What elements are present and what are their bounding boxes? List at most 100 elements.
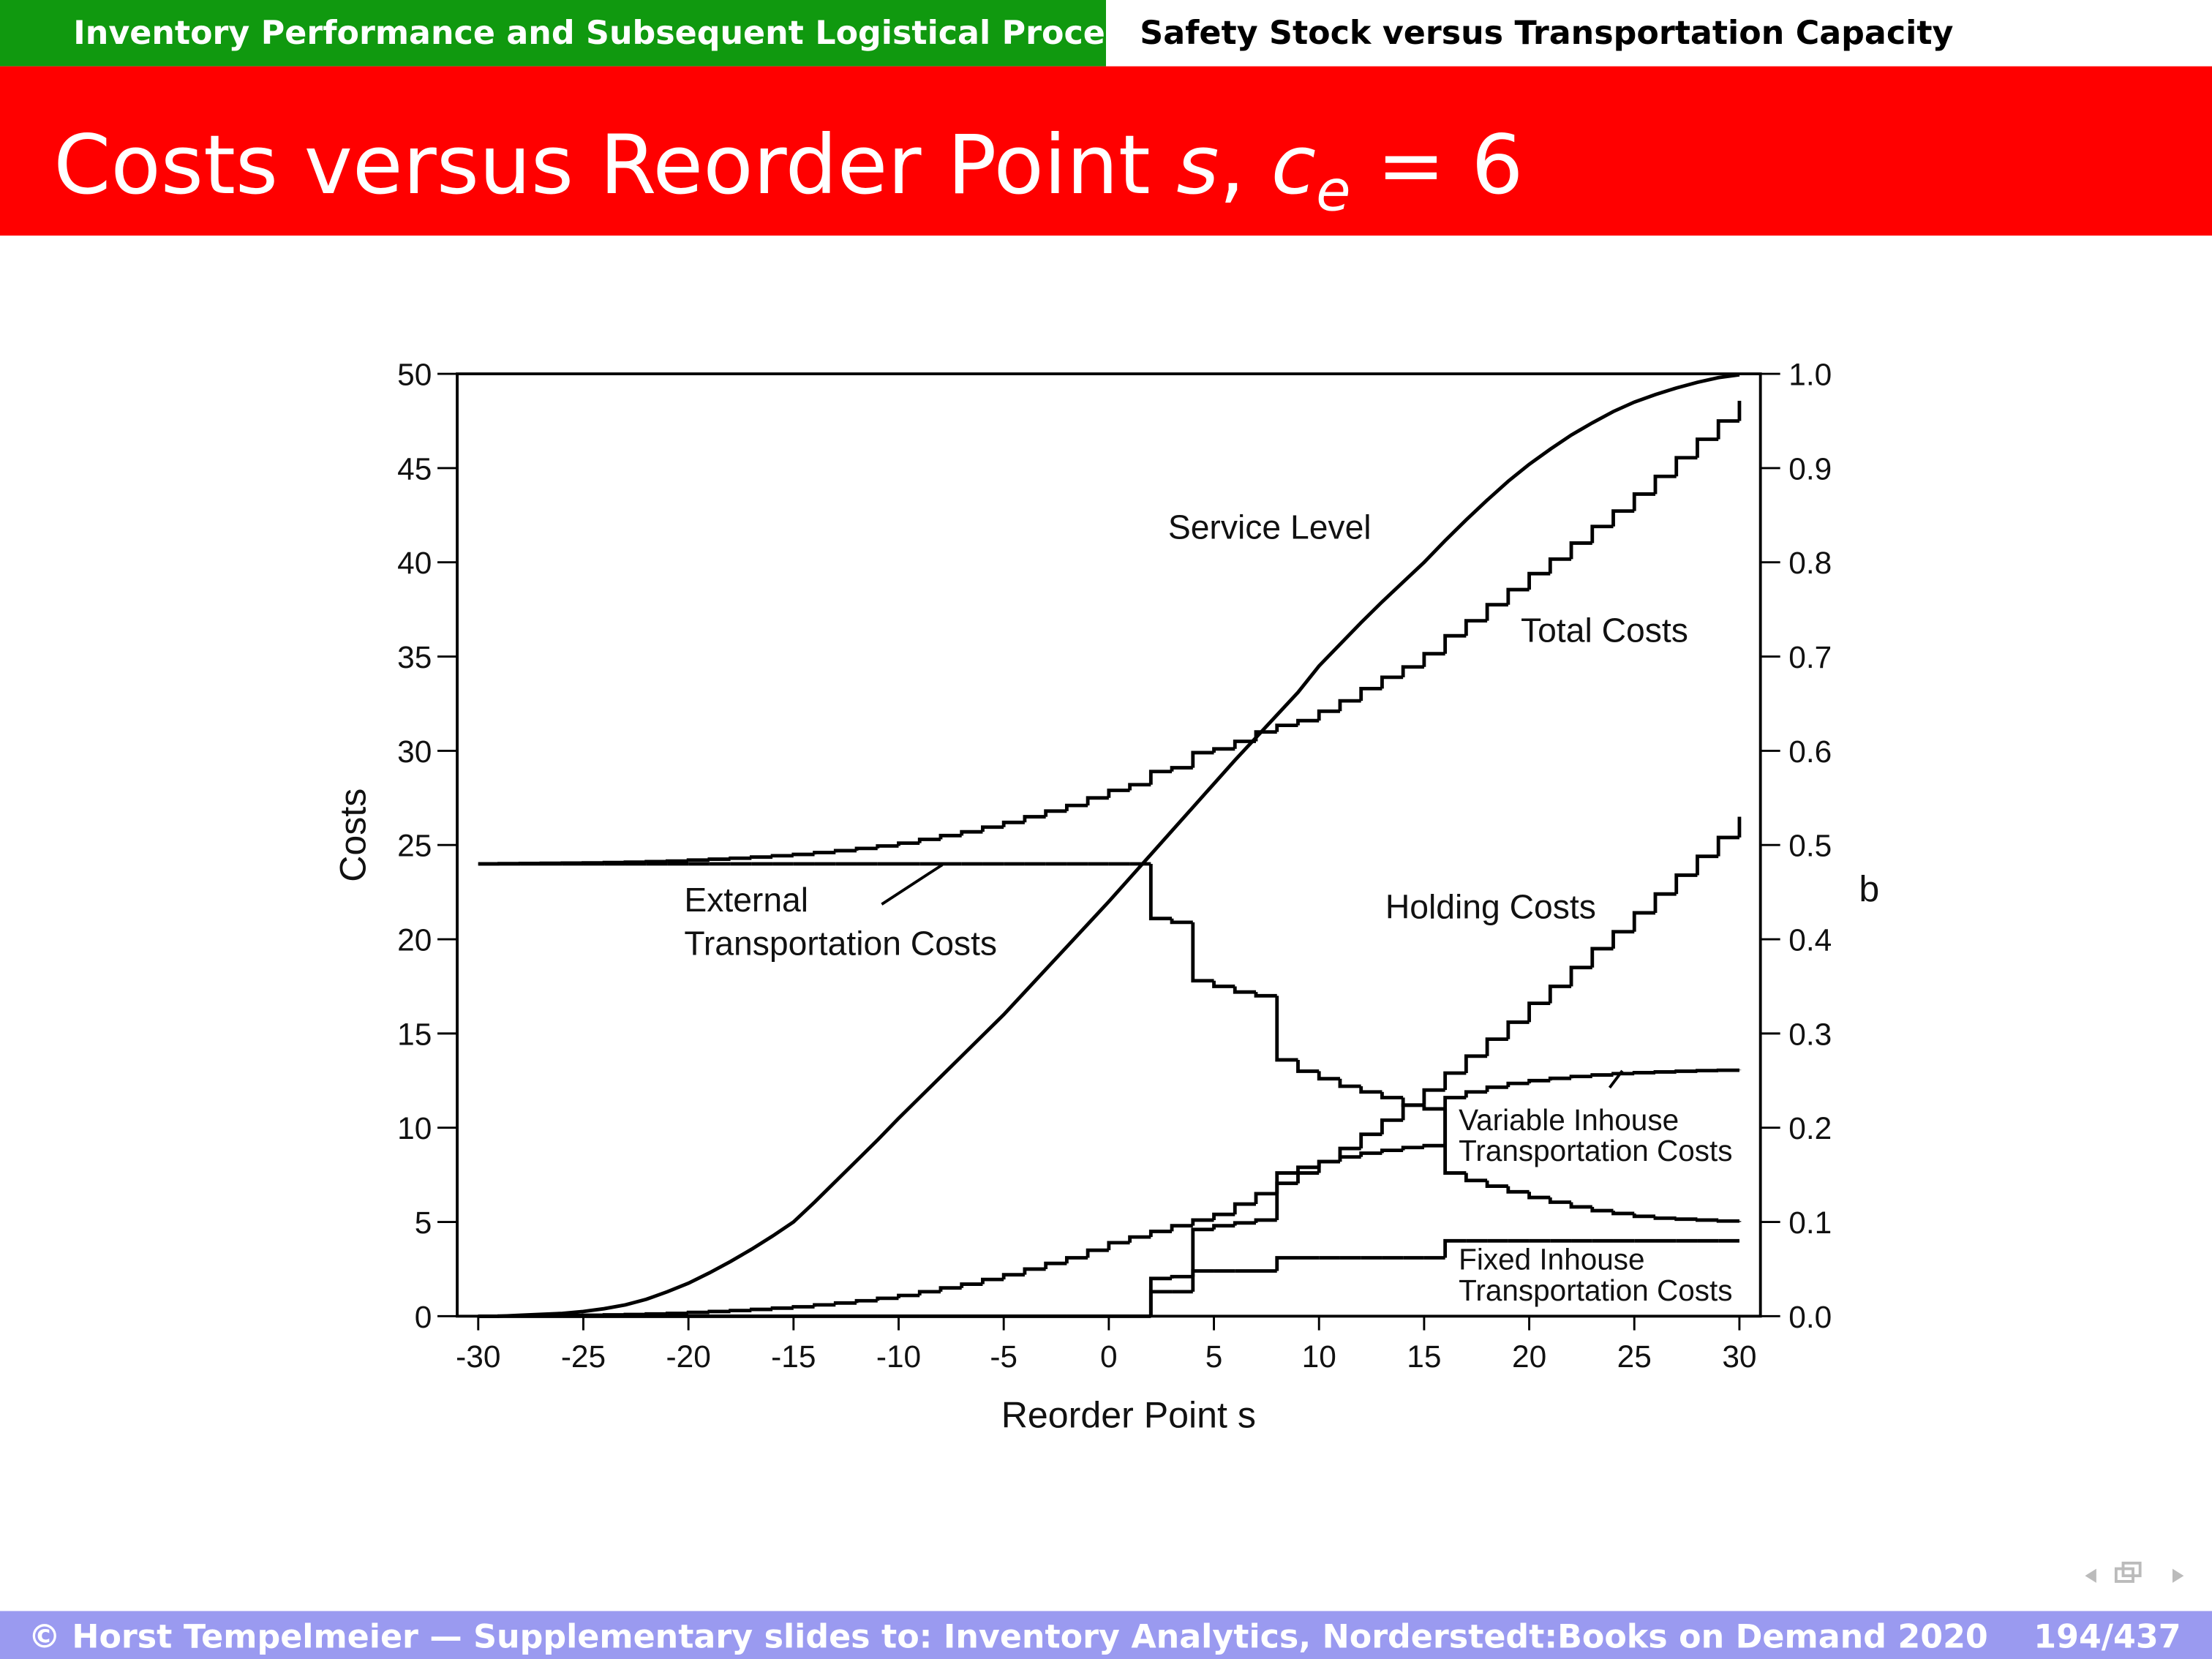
section-title[interactable]: Inventory Performance and Subsequent Log… [73,15,1185,52]
text-line: Transportation Costs [1459,1134,1732,1167]
step [749,1307,773,1312]
step [1716,1219,1739,1223]
step [1716,835,1739,857]
step [1359,1132,1382,1149]
step [1485,603,1508,621]
title-part: , [1219,118,1271,213]
step [1443,1071,1467,1091]
y2-axis-label: b [1859,868,1879,909]
step [1696,1218,1719,1222]
step [1611,1211,1635,1216]
step [1716,419,1739,440]
step [1317,1071,1340,1081]
step [1464,1054,1488,1073]
step [1716,1068,1739,1072]
step [1086,796,1109,806]
step [1527,1078,1551,1084]
x-tick-label: -30 [456,1339,500,1374]
step [1064,1256,1088,1264]
step [1338,699,1361,712]
step [981,1277,1004,1284]
step [938,1286,962,1292]
step [1401,1146,1424,1151]
step [1506,587,1530,605]
step [1506,1020,1530,1039]
step [1191,1218,1214,1226]
y-tick-label: 45 [397,451,432,486]
step [1527,1001,1551,1023]
step [1590,1206,1614,1213]
step [1569,1202,1592,1209]
title-part: e [1316,158,1350,224]
nav-next[interactable] [2172,1568,2184,1583]
step [1148,770,1173,785]
step [960,1282,983,1288]
step [1653,474,1677,494]
y2-tick-label: 0.1 [1788,1205,1832,1240]
nav-prev[interactable] [2085,1568,2096,1583]
step [813,851,836,855]
y-tick-label: 15 [397,1017,432,1051]
step [1254,1218,1277,1223]
step [1548,557,1572,574]
step [1148,863,1173,921]
step [1275,996,1298,1062]
x-tick-label: 10 [1302,1339,1336,1374]
page-number: 194/437 [2034,1619,2181,1656]
step [1128,783,1151,791]
nav-frame[interactable] [2121,1561,2142,1578]
step [729,856,752,860]
title-part: = 6 [1351,118,1524,213]
step [1401,1103,1424,1121]
subsection-title[interactable]: Safety Stock versus Transportation Capac… [1140,15,1953,52]
x-tick-label: -20 [666,1339,710,1374]
step [1611,1072,1635,1076]
step [854,1298,878,1304]
step [981,825,1004,832]
step [1443,1238,1467,1258]
y-tick-label: 25 [397,829,432,863]
step [1569,541,1592,560]
y2-tick-label: 1.0 [1788,358,1832,392]
step [1064,803,1088,811]
text-line: Transportation Costs [684,925,997,963]
step [1674,456,1698,477]
step [1023,815,1046,823]
step [1443,633,1467,654]
y-tick-label: 50 [397,358,432,392]
slide-title: Costs versus Reorder Point s, ce = 6 [53,118,1523,224]
step [707,857,731,861]
step [1611,509,1635,527]
step [1464,1090,1488,1098]
series-label: Fixed Inhouse Transportation Costs [1459,1243,1732,1307]
y-tick-label: 5 [415,1205,432,1240]
step [770,1306,794,1310]
step [665,859,689,863]
y2-tick-label: 0.3 [1788,1017,1832,1051]
step [1632,1213,1655,1219]
line-series [478,372,1740,1318]
step [1023,1267,1046,1275]
title-bar [0,66,2212,236]
y2-tick-label: 0.7 [1788,640,1832,674]
plot-frame [456,372,1762,1318]
x-axis-label: Reorder Point s [1001,1395,1256,1436]
y2-tick-label: 0.2 [1788,1111,1832,1146]
title-part: c [1271,118,1317,213]
step [791,1305,815,1309]
step [1548,1076,1572,1081]
step [1212,1224,1235,1230]
step [1590,947,1614,968]
y2-tick-label: 0.6 [1788,734,1832,769]
step [1590,524,1614,543]
step [1212,1212,1235,1220]
step [1148,1290,1173,1317]
step [938,833,962,840]
footer-text: © Horst Tempelmeier — Supplementary slid… [29,1619,1988,1656]
text-line: Variable Inhouse [1459,1103,1679,1137]
step [1148,1230,1173,1238]
step [1485,1037,1508,1056]
y-tick-label: 40 [397,546,432,580]
